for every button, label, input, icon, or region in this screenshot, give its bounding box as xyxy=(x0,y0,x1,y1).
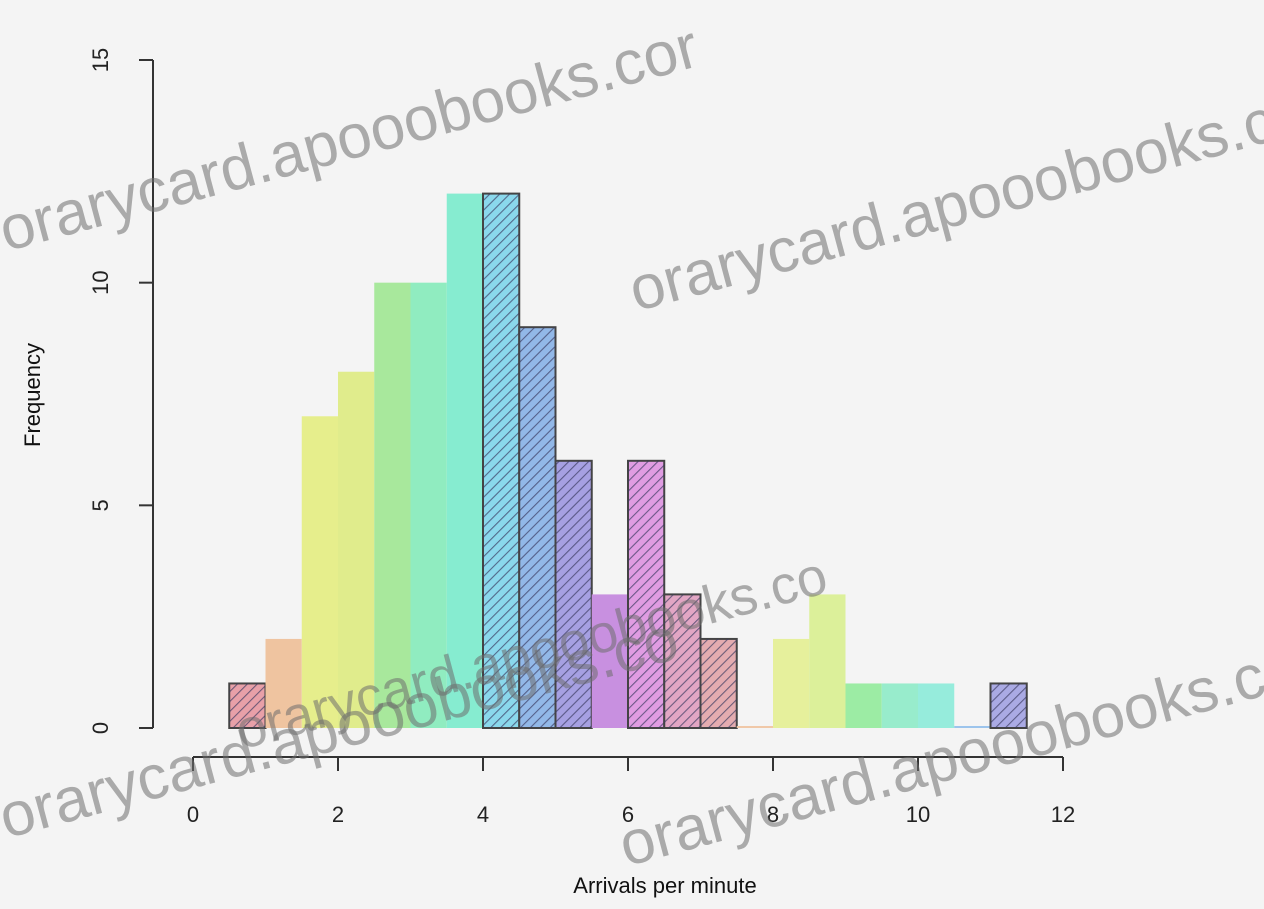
histogram-bar xyxy=(845,683,882,728)
histogram-bar xyxy=(265,638,302,728)
y-tick-label: 15 xyxy=(88,48,113,72)
axes-layer: 0 2 4 6 8 10 12 0 5 10 15 xyxy=(88,48,1075,827)
bar-hatch-overlay xyxy=(483,193,520,729)
histogram-bar xyxy=(301,416,338,728)
bars-layer xyxy=(228,192,1028,730)
bar-hatch-overlay xyxy=(700,638,737,728)
x-axis-title: Arrivals per minute xyxy=(573,873,756,898)
x-tick-label: 12 xyxy=(1051,802,1075,827)
bar-hatch-overlay xyxy=(990,683,1027,728)
bar-hatch-overlay xyxy=(555,460,592,728)
y-axis-title: Frequency xyxy=(20,343,45,447)
histogram-bar xyxy=(809,594,846,728)
histogram-bar xyxy=(591,594,628,728)
x-tick-label: 10 xyxy=(906,802,930,827)
histogram-bar xyxy=(954,726,991,728)
x-tick-label: 2 xyxy=(332,802,344,827)
histogram-bar xyxy=(881,683,918,728)
x-tick-label: 6 xyxy=(622,802,634,827)
y-tick-label: 0 xyxy=(88,722,113,734)
bar-hatch-overlay xyxy=(519,327,556,728)
x-tick-label: 8 xyxy=(767,802,779,827)
histogram-bar xyxy=(338,371,375,728)
bar-hatch-overlay xyxy=(664,594,701,728)
x-tick-label: 4 xyxy=(477,802,489,827)
histogram-bar xyxy=(918,683,955,728)
histogram-bar xyxy=(736,726,773,728)
histogram-bar xyxy=(374,282,411,728)
histogram-bar xyxy=(773,638,810,728)
y-tick-label: 5 xyxy=(88,499,113,511)
histogram-bar xyxy=(446,193,483,729)
histogram-bar xyxy=(410,282,447,728)
y-tick-label: 10 xyxy=(88,270,113,294)
x-tick-label: 0 xyxy=(187,802,199,827)
bar-hatch-overlay xyxy=(229,683,266,728)
bar-hatch-overlay xyxy=(628,460,665,728)
